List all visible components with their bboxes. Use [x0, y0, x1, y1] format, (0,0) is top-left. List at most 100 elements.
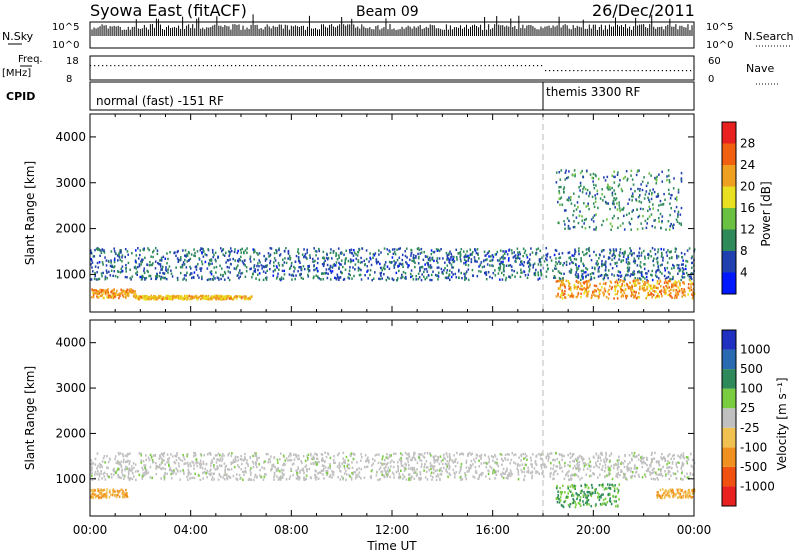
range-gate-cell: [209, 262, 211, 266]
range-gate-cell: [243, 458, 246, 461]
range-gate-cell: [291, 273, 294, 276]
range-gate-cell: [659, 212, 662, 216]
freq-tick-bottom: 8: [66, 74, 72, 85]
range-gate-cell: [516, 247, 519, 250]
range-gate-cell: [233, 250, 236, 254]
range-gate-cell: [166, 297, 169, 300]
range-gate-cell: [651, 471, 654, 475]
range-gate-cell: [290, 274, 293, 277]
freq-dot: [532, 65, 535, 67]
range-gate-cell: [581, 476, 583, 480]
range-gate-cell: [616, 292, 619, 296]
range-gate-cell: [644, 277, 646, 280]
range-gate-cell: [619, 251, 621, 254]
range-gate-cell: [199, 478, 202, 482]
range-gate-cell: [210, 270, 213, 273]
range-gate-cell: [96, 452, 99, 455]
range-gate-cell: [527, 469, 530, 472]
range-gate-cell: [465, 277, 468, 280]
range-gate-cell: [607, 468, 610, 471]
range-gate-cell: [301, 461, 303, 465]
range-gate-cell: [560, 280, 563, 284]
range-gate-cell: [662, 248, 665, 251]
range-gate-cell: [685, 271, 688, 275]
range-gate-cell: [578, 264, 580, 268]
range-gate-cell: [480, 455, 482, 458]
freq-dot: [549, 70, 551, 72]
range-gate-cell: [206, 453, 209, 456]
range-gate-cell: [491, 276, 493, 280]
range-gate-cell: [215, 297, 217, 300]
range-gate-cell: [604, 475, 606, 478]
freq-dot: [138, 65, 140, 67]
freq-dot: [367, 65, 370, 67]
range-gate-cell: [555, 295, 558, 298]
range-gate-cell: [465, 477, 468, 481]
range-gate-cell: [504, 458, 507, 461]
range-gate-cell: [670, 222, 672, 226]
range-gate-cell: [121, 474, 124, 477]
range-gate-cell: [530, 459, 533, 462]
range-gate-cell: [618, 258, 620, 261]
range-gate-cell: [603, 255, 605, 258]
range-gate-cell: [485, 475, 487, 478]
range-gate-cell: [643, 267, 646, 271]
range-gate-cell: [610, 287, 613, 290]
range-gate-cell: [656, 260, 659, 264]
range-gate-cell: [325, 256, 328, 260]
range-gate-cell: [407, 467, 410, 470]
range-gate-cell: [504, 257, 506, 260]
range-gate-cell: [239, 457, 242, 461]
range-gate-cell: [234, 295, 236, 299]
range-gate-cell: [350, 259, 353, 263]
range-gate-cell: [353, 274, 355, 278]
range-gate-cell: [611, 191, 614, 195]
range-gate-cell: [101, 477, 103, 480]
range-gate-cell: [438, 477, 441, 481]
range-gate-cell: [607, 465, 610, 468]
range-gate-cell: [618, 274, 620, 278]
range-gate-cell: [242, 459, 245, 462]
range-gate-cell: [298, 266, 300, 269]
range-gate-cell: [320, 453, 323, 456]
freq-dot: [247, 65, 249, 67]
range-gate-cell: [275, 248, 277, 252]
range-gate-cell: [214, 258, 217, 261]
range-gate-cell: [412, 278, 415, 281]
range-gate-cell: [626, 177, 629, 181]
range-gate-cell: [593, 284, 596, 287]
range-gate-cell: [559, 278, 561, 282]
range-gate-cell: [101, 248, 104, 251]
range-gate-cell: [662, 456, 665, 460]
range-gate-cell: [182, 469, 184, 472]
range-gate-cell: [446, 464, 449, 468]
range-gate-cell: [655, 179, 658, 182]
range-gate-cell: [112, 473, 115, 476]
range-gate-cell: [567, 199, 570, 202]
range-gate-cell: [520, 260, 523, 263]
range-gate-cell: [470, 260, 473, 264]
range-gate-cell: [577, 285, 579, 288]
range-gate-cell: [630, 169, 633, 172]
range-gate-cell: [674, 472, 677, 476]
range-gate-cell: [505, 469, 508, 473]
range-gate-cell: [415, 274, 418, 278]
range-gate-cell: [670, 285, 673, 289]
range-gate-cell: [583, 465, 586, 468]
range-gate-cell: [435, 458, 438, 462]
range-gate-cell: [644, 462, 647, 465]
range-gate-cell: [120, 288, 123, 291]
range-gate-cell: [166, 461, 168, 464]
range-gate-cell: [357, 259, 360, 262]
range-gate-cell: [453, 471, 456, 475]
range-gate-cell: [126, 294, 129, 297]
range-gate-cell: [494, 269, 496, 272]
range-gate-cell: [464, 475, 467, 478]
range-gate-cell: [634, 281, 637, 285]
range-gate-cell: [419, 473, 422, 476]
range-gate-cell: [170, 453, 172, 456]
range-gate-cell: [213, 478, 215, 481]
range-gate-cell: [262, 270, 265, 273]
range-gate-cell: [152, 461, 154, 464]
range-gate-cell: [167, 268, 169, 271]
